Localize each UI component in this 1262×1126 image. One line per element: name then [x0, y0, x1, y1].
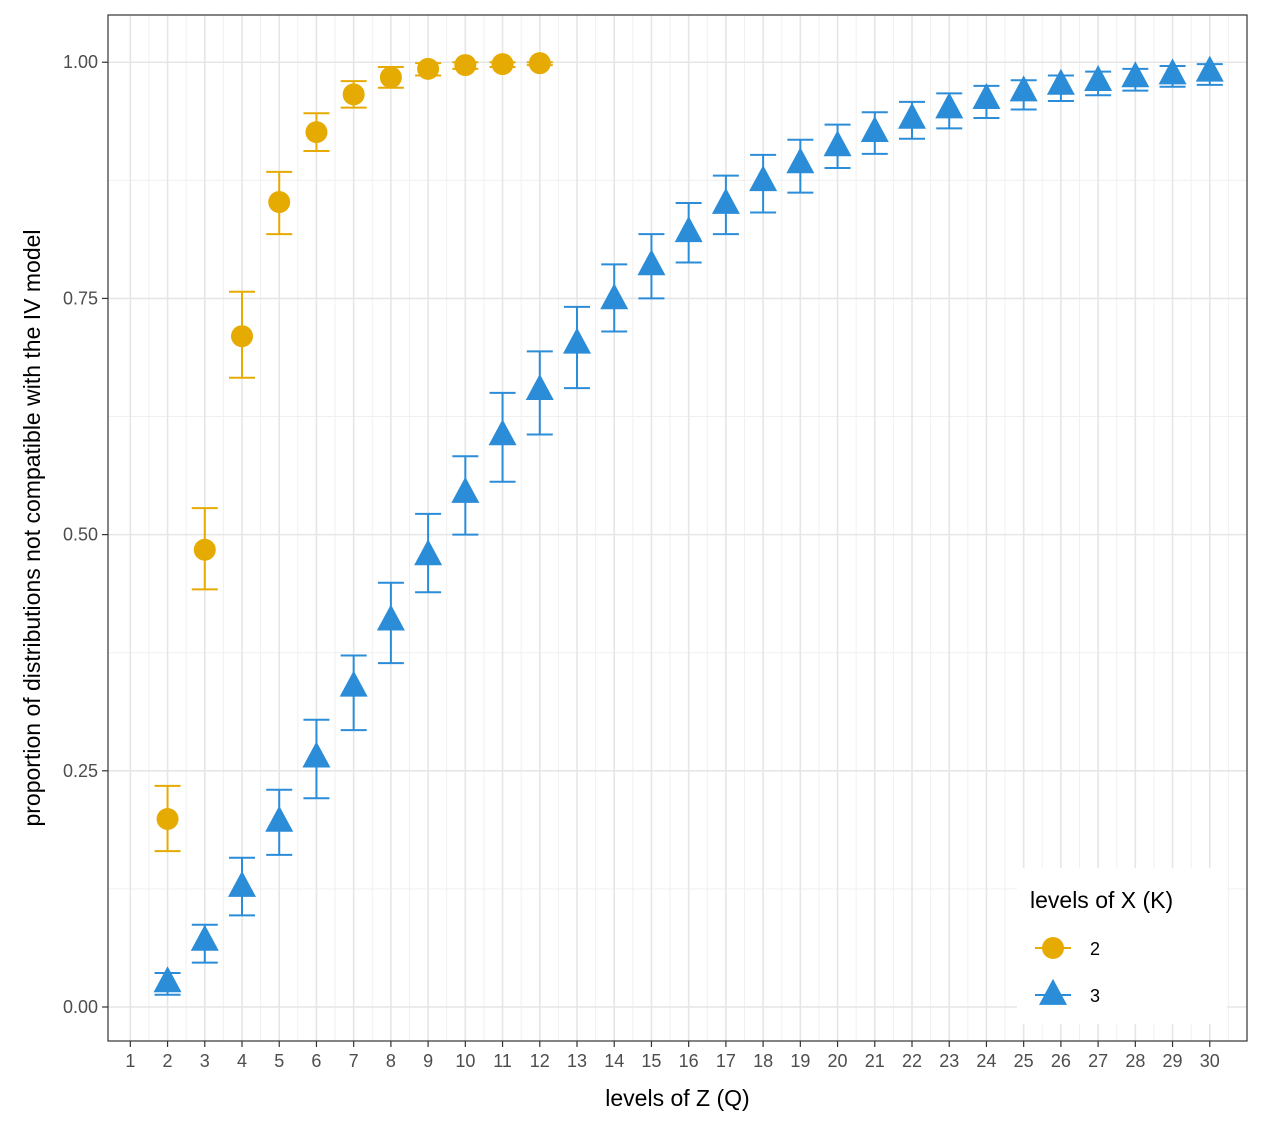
x-axis-title: levels of Z (Q) [605, 1085, 749, 1111]
data-point-3 [302, 741, 331, 768]
x-tick-label: 25 [1014, 1051, 1034, 1071]
data-point-3 [1121, 61, 1150, 88]
data-point-3 [451, 476, 480, 503]
y-tick-label: 0.00 [63, 997, 98, 1017]
x-tick-label: 20 [828, 1051, 848, 1071]
x-tick-label: 21 [865, 1051, 885, 1071]
data-point-2 [417, 57, 440, 80]
data-point-3 [935, 92, 964, 119]
legend-title: levels of X (K) [1030, 887, 1173, 913]
data-point-3 [376, 604, 405, 631]
y-axis-ticks: 0.00 0.25 0.50 0.75 1.00 [63, 52, 108, 1017]
data-point-3 [786, 147, 815, 174]
legend: levels of X (K) 2 3 [1017, 868, 1227, 1024]
data-point-3 [1046, 68, 1075, 95]
data-point-2 [193, 538, 216, 561]
data-point-3 [1009, 75, 1038, 102]
data-point-3 [414, 539, 443, 566]
data-point-3 [823, 130, 852, 157]
data-point-2 [491, 53, 514, 76]
legend-label-2: 2 [1090, 939, 1100, 959]
data-point-3 [153, 966, 182, 993]
x-tick-label: 15 [641, 1051, 661, 1071]
y-tick-label: 0.25 [63, 761, 98, 781]
x-tick-label: 28 [1125, 1051, 1145, 1071]
series-2 [154, 52, 553, 853]
data-point-3 [228, 870, 256, 897]
x-tick-label: 14 [604, 1051, 624, 1071]
x-tick-label: 13 [567, 1051, 587, 1071]
data-point-3 [600, 283, 629, 310]
data-point-3 [637, 249, 666, 276]
x-tick-label: 23 [939, 1051, 959, 1071]
data-point-2 [342, 83, 365, 106]
x-tick-label: 4 [237, 1051, 247, 1071]
y-axis-title: proportion of distributions not compatib… [19, 229, 45, 826]
data-point-3 [972, 82, 1001, 109]
x-tick-label: 30 [1200, 1051, 1220, 1071]
data-point-3 [563, 327, 591, 354]
x-tick-label: 17 [716, 1051, 736, 1071]
series-layer [153, 52, 1224, 996]
x-tick-label: 9 [423, 1051, 433, 1071]
data-point-3 [488, 419, 517, 446]
data-point-2 [454, 54, 477, 77]
data-point-3 [1158, 58, 1187, 85]
y-tick-label: 0.50 [63, 525, 98, 545]
data-point-3 [711, 187, 740, 214]
data-point-2 [379, 66, 402, 89]
data-point-3 [898, 102, 926, 129]
x-tick-label: 24 [976, 1051, 996, 1071]
y-tick-label: 1.00 [63, 52, 98, 72]
series-3 [153, 55, 1224, 996]
x-tick-label: 29 [1163, 1051, 1183, 1071]
data-point-3 [339, 670, 368, 697]
data-point-3 [749, 165, 778, 192]
x-tick-label: 8 [386, 1051, 396, 1071]
data-point-3 [674, 216, 703, 243]
legend-key-marker-3 [1039, 978, 1067, 1005]
x-tick-label: 2 [163, 1051, 173, 1071]
data-point-2 [305, 121, 328, 144]
legend-label-3: 3 [1090, 986, 1100, 1006]
data-point-3 [525, 373, 554, 400]
x-axis-ticks: 1 2 3 4 5 6 7 8 9 10 11 12 13 14 15 16 17 18 19 20 21 22 23 24 2… [125, 1041, 1220, 1071]
x-tick-label: 19 [790, 1051, 810, 1071]
data-point-3 [860, 116, 889, 143]
x-tick-label: 18 [753, 1051, 773, 1071]
data-point-2 [231, 325, 253, 348]
data-point-2 [268, 191, 291, 214]
panel-border [107, 14, 1248, 1042]
x-tick-label: 5 [274, 1051, 284, 1071]
data-point-2 [528, 52, 551, 75]
x-tick-label: 26 [1051, 1051, 1071, 1071]
data-point-3 [1195, 55, 1224, 82]
x-tick-label: 7 [349, 1051, 359, 1071]
grid [108, 15, 1247, 1041]
data-point-3 [265, 805, 294, 832]
legend-key-marker-2 [1042, 937, 1064, 959]
data-point-3 [1084, 65, 1113, 92]
y-tick-label: 0.75 [63, 288, 98, 308]
x-tick-label: 12 [530, 1051, 550, 1071]
x-tick-label: 1 [125, 1051, 135, 1071]
x-tick-label: 6 [311, 1051, 321, 1071]
x-tick-label: 10 [455, 1051, 475, 1071]
x-tick-label: 27 [1088, 1051, 1108, 1071]
x-tick-label: 22 [902, 1051, 922, 1071]
x-tick-label: 3 [200, 1051, 210, 1071]
data-point-2 [156, 807, 179, 830]
data-point-3 [190, 924, 219, 951]
x-tick-label: 11 [493, 1051, 512, 1071]
x-tick-label: 16 [679, 1051, 699, 1071]
